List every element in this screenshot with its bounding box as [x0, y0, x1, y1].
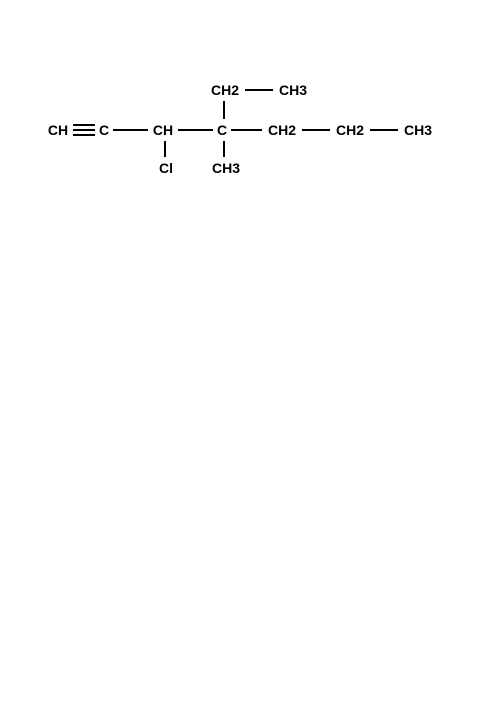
atom-et_ch2: CH2 — [211, 82, 239, 98]
atom-c4: C — [217, 122, 227, 138]
chemical-structure-canvas: CH C CH C CH2 CH2 CH3 Cl CH3 CH2 CH3 — [0, 0, 500, 708]
bond — [223, 101, 225, 119]
atom-c5: CH2 — [268, 122, 296, 138]
atom-c2: C — [99, 122, 109, 138]
bond — [302, 129, 330, 131]
bond — [370, 129, 398, 131]
atom-c6: CH2 — [336, 122, 364, 138]
bond — [223, 141, 225, 157]
bond — [73, 124, 95, 126]
atom-c1: CH — [48, 122, 68, 138]
atom-cl: Cl — [159, 160, 173, 176]
bond — [73, 129, 95, 131]
bond — [245, 89, 273, 91]
atom-c4_ch3: CH3 — [212, 160, 240, 176]
atom-c3: CH — [153, 122, 173, 138]
bond — [178, 129, 213, 131]
bond — [113, 129, 148, 131]
atom-c7: CH3 — [404, 122, 432, 138]
bond — [73, 134, 95, 136]
bond — [164, 141, 166, 157]
bond — [231, 129, 262, 131]
atom-et_ch3: CH3 — [279, 82, 307, 98]
